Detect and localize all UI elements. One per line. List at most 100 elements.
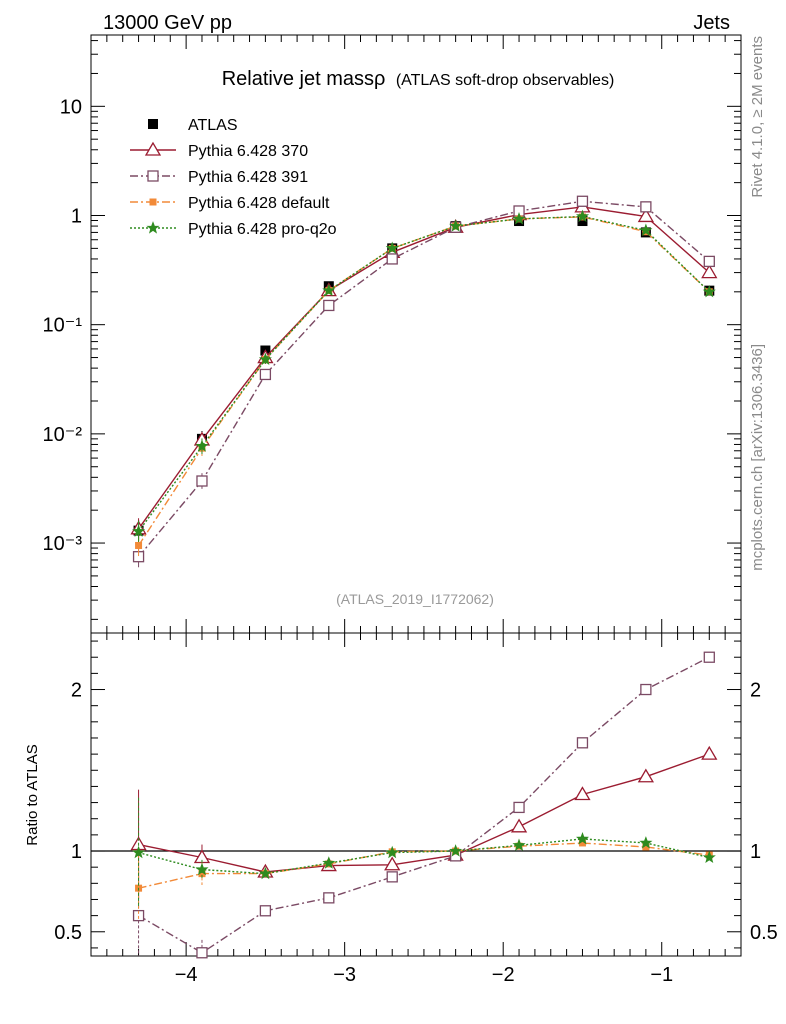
main-ytick-label: 1: [71, 206, 82, 228]
ratio-point: [510, 818, 528, 833]
main-ytick-label: 10⁻³: [43, 533, 83, 555]
ratio-point: [259, 905, 272, 917]
ratio-point: [384, 856, 401, 871]
ratio-ytick-label-right: 0.5: [750, 922, 778, 944]
ratio-point: [703, 651, 715, 663]
main-point: [195, 439, 209, 452]
main-point: [575, 209, 590, 222]
ratio-plot: −4 −3 −2 −1 0.5 0.5 1 1 2 2 Ratio to ATLAS: [24, 632, 778, 986]
ratio-ylabel: Ratio to ATLAS: [24, 744, 41, 845]
main-point: [703, 255, 715, 268]
legend-marker: [148, 119, 158, 129]
main-ytick-label: 10: [60, 96, 82, 118]
main-series-0: [133, 216, 715, 542]
ratio-xtick-label: −1: [650, 964, 673, 986]
ratio-plot-ticks: −4 −3 −2 −1 0.5 0.5 1 1 2 2: [54, 633, 778, 986]
ratio-point: [195, 862, 209, 876]
ratio-point: [578, 839, 586, 847]
main-series-line: [138, 215, 710, 532]
main-point: [132, 524, 146, 537]
ratio-ytick-label-right: 2: [750, 680, 761, 702]
ratio-ytick-label: 2: [71, 680, 82, 702]
ratio-point: [385, 845, 399, 859]
ratio-point: [132, 845, 146, 859]
main-plot: 10⁻³ 10⁻² 10⁻¹ 1 10 Relative jet massρ (ATLA…: [43, 34, 742, 634]
main-point: [196, 475, 208, 487]
main-series-line: [138, 200, 710, 558]
main-point: [135, 541, 143, 549]
main-point: [259, 368, 272, 381]
main-point: [323, 299, 335, 312]
ratio-xtick-label: −4: [175, 964, 198, 986]
ratio-point: [639, 836, 653, 849]
header-right: Jets: [693, 12, 730, 34]
ratio-point: [576, 737, 589, 749]
main-ytick-label: 10⁻²: [43, 424, 83, 446]
side-label-bottom: mcplots.cern.ch [arXiv:1306.3436]: [749, 344, 766, 571]
watermark: (ATLAS_2019_I1772062): [336, 591, 494, 607]
legend-marker: [149, 198, 157, 206]
main-plot-ticks: 10⁻³ 10⁻² 10⁻¹ 1 10: [43, 35, 742, 633]
main-point: [701, 264, 718, 279]
ratio-point: [132, 909, 145, 922]
plot-title-sub: (ATLAS soft-drop observables): [396, 72, 614, 89]
main-point: [258, 352, 272, 365]
legend-marker: [144, 141, 162, 156]
main-ytick-label: 10⁻¹: [43, 315, 83, 337]
main-point: [386, 253, 398, 265]
legend-item: Pythia 6.428 370: [130, 141, 308, 160]
ratio-point: [575, 832, 590, 845]
legend-label: ATLAS: [188, 117, 238, 134]
main-series-line: [138, 206, 710, 530]
main-point: [322, 283, 336, 297]
ratio-plot-frame: [90, 632, 742, 957]
ratio-point: [323, 892, 335, 904]
main-point: [637, 208, 655, 223]
ratio-point: [258, 866, 272, 880]
legend-label: Pythia 6.428 370: [188, 143, 308, 160]
ratio-series-1: [132, 651, 715, 959]
ratio-xtick-label: −3: [333, 964, 356, 986]
ratio-point: [386, 871, 398, 883]
main-plot-data: [130, 195, 718, 568]
legend-label: Pythia 6.428 391: [188, 169, 308, 186]
ratio-series-line: [138, 838, 710, 875]
main-point: [512, 212, 526, 225]
main-point: [639, 223, 653, 237]
legend-marker: [147, 170, 159, 182]
ratio-point: [198, 870, 206, 878]
main-point: [577, 216, 588, 227]
ratio-series-0: [130, 745, 718, 900]
main-point: [640, 201, 652, 213]
ratio-ytick-label-right: 1: [750, 841, 761, 863]
main-series-4: [132, 209, 716, 542]
plot-title-main: Relative jet massρ: [222, 68, 386, 90]
ratio-series-line: [138, 753, 710, 873]
ratio-point: [196, 947, 208, 959]
ratio-point: [322, 856, 336, 869]
ratio-point: [642, 843, 650, 851]
legend-marker: [146, 221, 160, 234]
ratio-point: [574, 786, 591, 801]
legend-label: Pythia 6.428 pro-q2o: [188, 221, 337, 238]
ratio-point: [702, 850, 716, 863]
main-point: [449, 219, 463, 232]
ratio-series-line: [138, 842, 710, 889]
plot-title: Relative jet massρ (ATLAS soft-drop obse…: [222, 68, 615, 90]
ratio-point: [701, 745, 718, 760]
legend-item: Pythia 6.428 default: [130, 195, 330, 212]
ratio-series-line: [138, 656, 710, 954]
main-series-1: [130, 198, 718, 540]
ratio-point: [640, 683, 652, 696]
ratio-point: [637, 768, 655, 783]
legend-item: Pythia 6.428 391: [130, 169, 308, 186]
ratio-ytick-label: 0.5: [54, 922, 82, 944]
ratio-point: [512, 838, 526, 851]
main-point: [702, 284, 716, 298]
ratio-point: [513, 801, 525, 814]
ratio-point: [449, 844, 463, 857]
main-series-line: [138, 216, 710, 546]
main-series-3: [135, 213, 713, 557]
legend-item: ATLAS: [148, 117, 238, 134]
